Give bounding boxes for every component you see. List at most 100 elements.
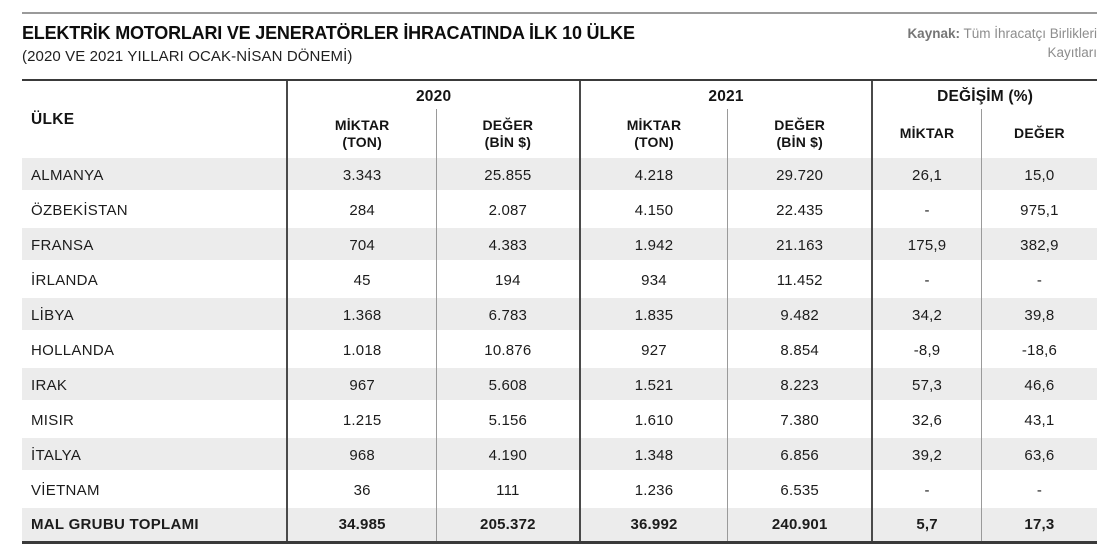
value-cell: 21.163 <box>727 228 872 263</box>
value-cell: -18,6 <box>980 333 1097 368</box>
value-cell: 29.720 <box>727 158 872 193</box>
group-header-2021: 2021 <box>578 81 871 109</box>
table-row: İTALYA 968 4.190 1.348 6.856 39,2 63,6 <box>22 438 1097 473</box>
value-cell: 927 <box>578 333 727 368</box>
value-cell: 11.452 <box>727 263 871 298</box>
value-cell: 2.087 <box>435 193 579 228</box>
value-cell: 1.610 <box>578 403 727 438</box>
page-subtitle: (2020 VE 2021 YILLARI OCAK-NİSAN DÖNEMİ) <box>22 47 353 65</box>
source-credit: Kaynak: Tüm İhracatçı Birlikleri Kayıtla… <box>907 23 1097 63</box>
infographic: ELEKTRİK MOTORLARI VE JENERATÖRLER İHRAC… <box>0 12 1110 544</box>
value-cell: 4.150 <box>578 193 727 228</box>
table-row: FRANSA 704 4.383 1.942 21.163 175,9 382,… <box>22 228 1097 263</box>
value-cell: 22.435 <box>727 193 871 228</box>
value-cell: 46,6 <box>980 368 1097 403</box>
value-cell: 4.218 <box>578 158 728 193</box>
total-label-cell: MAL GRUBU TOPLAMI <box>22 508 287 541</box>
country-cell: LİBYA <box>22 298 287 333</box>
top-rule <box>22 12 1097 14</box>
table-row: HOLLANDA 1.018 10.876 927 8.854 -8,9 -18… <box>22 333 1097 368</box>
country-cell: VİETNAM <box>31 482 100 499</box>
value-cell: 975,1 <box>980 193 1097 228</box>
value-cell: 1.835 <box>578 298 728 333</box>
country-cell: İRLANDA <box>31 272 99 289</box>
value-cell: 1.018 <box>286 333 435 368</box>
country-cell: FRANSA <box>22 228 287 263</box>
value-cell: - <box>980 473 1097 508</box>
value-cell: 382,9 <box>980 228 1097 263</box>
data-table: ÜLKE 2020 2021 DEĞİŞİM (%) MİKTAR (TON) D… <box>22 79 1097 544</box>
group-header-2020: 2020 <box>286 81 578 109</box>
total-value-cell: 5,7 <box>871 508 981 541</box>
value-cell: 36 <box>286 473 435 508</box>
value-cell: 111 <box>435 473 579 508</box>
country-cell: İTALYA <box>22 438 287 473</box>
table-row: VİETNAM 36 111 1.236 6.535 - - <box>22 473 1097 508</box>
page-header: ELEKTRİK MOTORLARI VE JENERATÖRLER İHRAC… <box>22 14 1097 79</box>
value-cell: 4.383 <box>435 228 579 263</box>
table-row: ÖZBEKİSTAN 284 2.087 4.150 22.435 - 975,… <box>22 193 1097 228</box>
value-cell: 63,6 <box>980 438 1097 473</box>
table-row: ALMANYA 3.343 25.855 4.218 29.720 26,1 1… <box>22 158 1097 193</box>
value-cell: - <box>871 473 981 508</box>
value-cell: 6.783 <box>435 298 579 333</box>
value-cell: - <box>871 193 981 228</box>
table-row: MISIR 1.215 5.156 1.610 7.380 32,6 43,1 <box>22 403 1097 438</box>
table-row: LİBYA 1.368 6.783 1.835 9.482 34,2 39,8 <box>22 298 1097 333</box>
value-cell: 26,1 <box>871 158 981 193</box>
total-value-cell: 205.372 <box>435 508 579 541</box>
value-cell: 5.608 <box>435 368 579 403</box>
total-value-cell: 34.985 <box>286 508 436 541</box>
value-cell: 1.236 <box>578 473 727 508</box>
sub-header-row: MİKTAR (TON) DEĞER (BİN $) MİKTAR (TON) DEĞ… <box>22 109 1097 158</box>
country-cell: IRAK <box>22 368 287 403</box>
value-cell: 9.482 <box>727 298 872 333</box>
column-header-2020-amount: MİKTAR (TON) <box>286 109 435 158</box>
value-cell: - <box>871 263 981 298</box>
total-value-cell: 17,3 <box>980 508 1097 541</box>
table-body: ALMANYA 3.343 25.855 4.218 29.720 26,1 1… <box>22 158 1097 541</box>
total-value-cell: 240.901 <box>727 508 872 541</box>
column-header-change-amount: MİKTAR <box>871 109 981 158</box>
country-cell: ÖZBEKİSTAN <box>31 202 128 219</box>
value-cell: 39,8 <box>980 298 1097 333</box>
column-header-country: ÜLKE <box>31 110 75 128</box>
value-cell: 3.343 <box>286 158 436 193</box>
column-header-change-value: DEĞER <box>980 109 1097 158</box>
value-cell: 284 <box>286 193 435 228</box>
value-cell: 968 <box>286 438 436 473</box>
value-cell: 1.521 <box>578 368 728 403</box>
group-header-change: DEĞİŞİM (%) <box>871 81 1097 109</box>
table-row: IRAK 967 5.608 1.521 8.223 57,3 46,6 <box>22 368 1097 403</box>
country-cell: HOLLANDA <box>31 342 115 359</box>
value-cell: 5.156 <box>435 403 579 438</box>
column-header-2021-value: DEĞER (BİN $) <box>727 109 871 158</box>
value-cell: 32,6 <box>871 403 981 438</box>
title-block: ELEKTRİK MOTORLARI VE JENERATÖRLER İHRAC… <box>22 23 635 65</box>
value-cell: 45 <box>286 263 435 298</box>
value-cell: 194 <box>435 263 579 298</box>
group-header-row: ÜLKE 2020 2021 DEĞİŞİM (%) <box>22 81 1097 128</box>
value-cell: 967 <box>286 368 436 403</box>
value-cell: -8,9 <box>871 333 981 368</box>
value-cell: 6.535 <box>727 473 871 508</box>
value-cell: 1.215 <box>286 403 435 438</box>
country-cell: ALMANYA <box>22 158 287 193</box>
value-cell: 934 <box>578 263 727 298</box>
total-value-cell: 36.992 <box>578 508 728 541</box>
page-title: ELEKTRİK MOTORLARI VE JENERATÖRLER İHRAC… <box>22 23 635 43</box>
total-row: MAL GRUBU TOPLAMI 34.985 205.372 36.992 … <box>22 508 1097 541</box>
table-row: İRLANDA 45 194 934 11.452 - - <box>22 263 1097 298</box>
value-cell: 175,9 <box>871 228 981 263</box>
value-cell: 7.380 <box>727 403 871 438</box>
value-cell: - <box>980 263 1097 298</box>
value-cell: 4.190 <box>435 438 579 473</box>
value-cell: 34,2 <box>871 298 981 333</box>
value-cell: 704 <box>286 228 436 263</box>
value-cell: 15,0 <box>980 158 1097 193</box>
value-cell: 8.854 <box>727 333 871 368</box>
column-header-2021-amount: MİKTAR (TON) <box>578 109 727 158</box>
value-cell: 1.348 <box>578 438 728 473</box>
column-header-2020-value: DEĞER (BİN $) <box>435 109 579 158</box>
source-text: Tüm İhracatçı Birlikleri Kayıtları <box>959 26 1097 60</box>
